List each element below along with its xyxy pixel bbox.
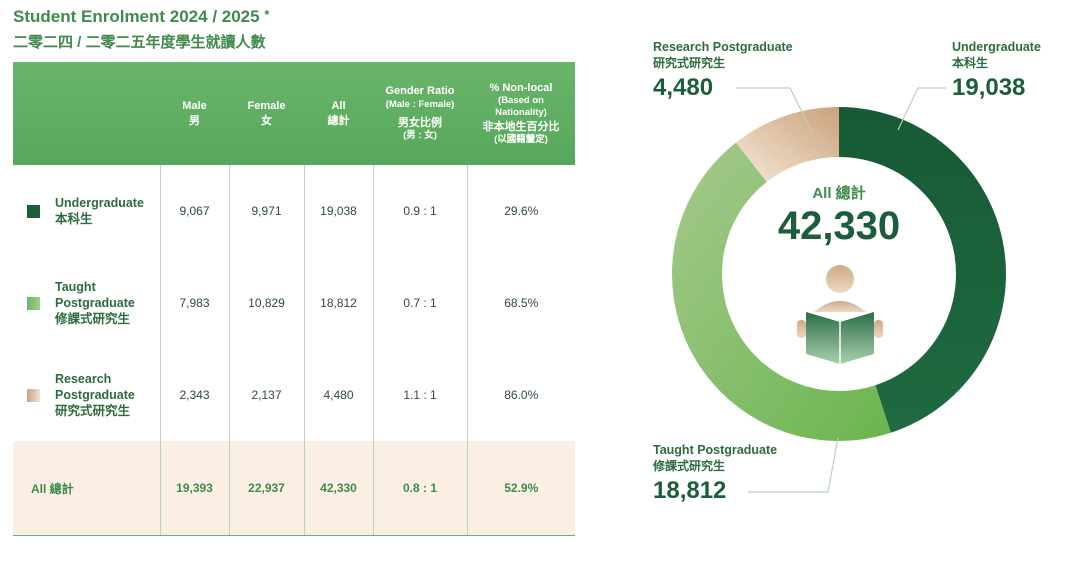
cell-all: 18,812: [303, 257, 373, 349]
leader-line-undergraduate: [897, 87, 946, 131]
title-asterisk: *: [264, 7, 270, 22]
cell-male: 7,983: [159, 257, 229, 349]
header-female: Female 女: [247, 100, 286, 127]
donut-center-value: 42,330: [777, 204, 901, 248]
table-row-research-postgraduate: Research Postgraduate 研究式研究生 2,343 2,137 4…: [13, 349, 575, 441]
header-male: Male 男: [182, 100, 207, 127]
legend-swatch: [27, 296, 40, 310]
cell-female: 22,937: [228, 441, 304, 535]
legend-swatch: [27, 388, 40, 402]
cell-ratio: 1.1 : 1: [372, 349, 467, 441]
cell-male: 9,067: [159, 165, 229, 257]
cell-male: 2,343: [159, 349, 229, 441]
table-row-undergraduate: Undergraduate 本科生 9,067 9,971 19,038 0.9 …: [13, 165, 575, 257]
legend-swatch: [27, 204, 40, 218]
donut-slice-research: [735, 107, 839, 182]
donut-slice-undergraduate: [839, 107, 1007, 433]
page-subtitle: 二零二四 / 二零二五年度學生就讀人數: [13, 34, 266, 51]
cell-nonlocal: 52.9%: [466, 441, 575, 535]
reading-person-icon: [797, 265, 883, 364]
cell-female: 2,137: [228, 349, 304, 441]
enrolment-table: Male 男 Female 女 All 總計 Gender Ratio (Mal…: [13, 62, 575, 536]
cell-ratio: 0.9 : 1: [372, 165, 467, 257]
page-title: Student Enrolment 2024 / 2025 *: [13, 7, 270, 26]
cell-female: 9,971: [228, 165, 304, 257]
cell-nonlocal: 29.6%: [466, 165, 575, 257]
row-label: All 總計: [31, 481, 74, 496]
table-header-row: Male 男 Female 女 All 總計 Gender Ratio (Mal…: [13, 62, 575, 165]
row-label: Taught Postgraduate 修課式研究生: [13, 257, 160, 349]
header-category: [13, 62, 160, 165]
donut-center-label: All 總計: [812, 185, 866, 202]
cell-all: 42,330: [303, 441, 373, 535]
slice-label-undergraduate: Undergraduate 本科生 19,038: [952, 40, 1041, 101]
slice-value-taught: 18,812: [653, 476, 727, 504]
table-row-total: All 總計 19,393 22,937 42,330 0.8 : 1 52.9…: [13, 441, 575, 535]
cell-female: 10,829: [228, 257, 304, 349]
table-row-taught-postgraduate: Taught Postgraduate 修課式研究生 7,983 10,829 18…: [13, 257, 575, 349]
cell-nonlocal: 86.0%: [466, 349, 575, 441]
slice-label-research: Research Postgraduate 研究式研究生 4,480: [653, 40, 793, 101]
row-label: Research Postgraduate 研究式研究生: [13, 349, 160, 441]
slice-value-research: 4,480: [653, 73, 714, 101]
cell-all: 19,038: [303, 165, 373, 257]
slice-label-taught: Taught Postgraduate 修課式研究生 18,812: [653, 443, 778, 504]
cell-ratio: 0.8 : 1: [372, 441, 467, 535]
table-bottom-rule: [13, 535, 575, 536]
row-label: Undergraduate 本科生: [13, 165, 160, 257]
cell-all: 4,480: [303, 349, 373, 441]
header-all: All 總計: [327, 100, 350, 127]
header-non-local: % Non-local (Based on Nationality) 非本地生百…: [482, 81, 560, 145]
cell-nonlocal: 68.5%: [466, 257, 575, 349]
cell-ratio: 0.7 : 1: [372, 257, 467, 349]
header-gender-ratio: Gender Ratio (Male : Female) 男女比例 (男 : 女…: [385, 85, 455, 142]
slice-value-undergraduate: 19,038: [952, 73, 1026, 101]
cell-male: 19,393: [159, 441, 229, 535]
